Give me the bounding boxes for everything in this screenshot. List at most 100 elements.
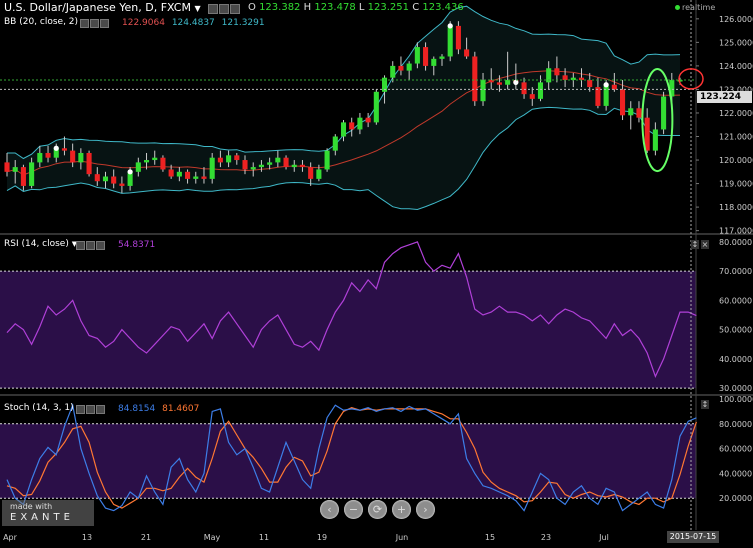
candle-body bbox=[340, 122, 347, 137]
candle-body bbox=[53, 148, 59, 158]
x-tick-label: Jul bbox=[598, 533, 609, 542]
stoch-band-fill bbox=[0, 423, 696, 499]
rsi-pane-menu-button[interactable]: ↕ bbox=[691, 240, 699, 249]
candle-body bbox=[480, 80, 486, 102]
zoom-in-button[interactable]: + bbox=[392, 500, 411, 519]
bb-visibility-button[interactable] bbox=[90, 19, 99, 28]
candle-body bbox=[61, 148, 67, 151]
candle-body bbox=[381, 77, 388, 92]
bb-label[interactable]: BB (20, close, 2) bbox=[4, 17, 79, 27]
candle-body bbox=[447, 25, 453, 57]
candle-body bbox=[291, 164, 297, 168]
bb-fill bbox=[7, 6, 680, 210]
rsi-pane-close-button[interactable]: × bbox=[701, 240, 709, 249]
settings-button[interactable] bbox=[208, 4, 218, 14]
candle-body bbox=[70, 150, 76, 163]
rsi-settings-button[interactable] bbox=[76, 241, 85, 250]
exante-logo: made with EXANTE bbox=[2, 500, 94, 526]
ohlc-low-value: 123.251 bbox=[367, 2, 409, 13]
bb-close-button[interactable] bbox=[100, 19, 109, 28]
price-tick-label: 124.0000 bbox=[719, 62, 753, 71]
ohlc-low-key: L bbox=[358, 2, 365, 13]
stoch-label[interactable]: Stoch (14, 3, 1) bbox=[4, 403, 74, 413]
candle-body bbox=[234, 155, 240, 161]
rsi-tick-label: 50.0000 bbox=[719, 326, 752, 335]
nav-back-button[interactable]: ‹ bbox=[320, 500, 339, 519]
candle-body bbox=[677, 80, 683, 82]
candle-body bbox=[357, 117, 363, 130]
logo-bottom-text: EXANTE bbox=[10, 512, 74, 523]
price-tick-label: 125.0000 bbox=[719, 38, 753, 47]
candle-body bbox=[111, 176, 117, 184]
rsi-visibility-button[interactable] bbox=[86, 241, 95, 250]
candle-body bbox=[464, 49, 470, 57]
candle-body bbox=[431, 58, 437, 66]
stoch-settings-button[interactable] bbox=[76, 405, 85, 414]
bb-lower-value: 121.3291 bbox=[221, 18, 265, 28]
candle-body bbox=[611, 84, 617, 90]
bb-settings-button[interactable] bbox=[80, 19, 89, 28]
visibility-button[interactable] bbox=[219, 4, 229, 14]
crosshair-date-tag: 2015-07-15 bbox=[667, 531, 719, 543]
candle-body bbox=[37, 152, 43, 163]
candle-body bbox=[562, 75, 568, 81]
candle-body bbox=[143, 160, 150, 163]
last-price-circle bbox=[678, 68, 704, 90]
candle-body bbox=[472, 56, 478, 102]
rsi-value: 54.8371 bbox=[118, 240, 156, 250]
chevron-down-icon[interactable]: ▼ bbox=[71, 240, 78, 248]
highlight-ellipse bbox=[641, 67, 674, 173]
price-tick-label: 119.0000 bbox=[719, 180, 753, 189]
candle-body bbox=[587, 80, 593, 88]
candle-body bbox=[546, 68, 552, 83]
rsi-label[interactable]: RSI (14, close) bbox=[4, 239, 69, 249]
candle-body bbox=[578, 77, 585, 81]
candle-body bbox=[620, 89, 626, 116]
zoom-out-button[interactable]: − bbox=[344, 500, 363, 519]
candle-body bbox=[390, 65, 396, 78]
candle-body bbox=[529, 94, 535, 99]
symbol-title[interactable]: U.S. Dollar/Japanese Yen, D, FXCM bbox=[4, 1, 191, 14]
stoch-k-line bbox=[6, 403, 697, 512]
candle-body bbox=[537, 82, 544, 99]
candle-body bbox=[455, 25, 461, 50]
price-tick-label: 117.0000 bbox=[719, 227, 753, 236]
rsi-line bbox=[6, 241, 697, 378]
ohlc-open-value: 123.382 bbox=[259, 2, 301, 13]
doji-marker bbox=[513, 79, 519, 85]
rsi-tick-label: 70.0000 bbox=[719, 267, 752, 276]
stoch-close-button[interactable] bbox=[96, 405, 105, 414]
candle-body bbox=[570, 77, 576, 81]
stoch-k-value: 84.8154 bbox=[118, 404, 156, 414]
rsi-tick-label: 60.0000 bbox=[719, 296, 752, 305]
reset-button[interactable]: ⟳ bbox=[368, 500, 387, 519]
candle-body bbox=[595, 87, 601, 106]
price-tick-label: 121.0000 bbox=[719, 133, 753, 142]
candle-body bbox=[644, 117, 650, 151]
chevron-down-icon[interactable]: ▼ bbox=[194, 4, 201, 13]
candle-body bbox=[209, 157, 215, 179]
nav-forward-button[interactable]: › bbox=[416, 500, 435, 519]
candle-body bbox=[152, 157, 158, 161]
stoch-visibility-button[interactable] bbox=[86, 405, 95, 414]
candle-body bbox=[193, 176, 199, 179]
x-tick-label: 21 bbox=[141, 533, 151, 542]
close-button[interactable] bbox=[230, 4, 240, 14]
candle-body bbox=[217, 157, 223, 163]
rsi-tick-label: 80.0000 bbox=[719, 238, 752, 247]
candle-body bbox=[373, 91, 379, 123]
stoch-tick-label: 80.0000 bbox=[719, 420, 752, 429]
candle-body bbox=[488, 80, 494, 83]
candle-body bbox=[669, 80, 675, 97]
candle-body bbox=[628, 108, 634, 116]
candle-body bbox=[45, 152, 51, 158]
x-tick-label: 23 bbox=[541, 533, 551, 542]
ohlc-close-value: 123.436 bbox=[422, 2, 464, 13]
rsi-close-button[interactable] bbox=[96, 241, 105, 250]
x-tick-label: May bbox=[204, 533, 221, 542]
price-tick-label: 120.0000 bbox=[719, 156, 753, 165]
candle-body bbox=[135, 162, 141, 172]
stoch-pane-menu-button[interactable]: ↕ bbox=[701, 400, 709, 409]
